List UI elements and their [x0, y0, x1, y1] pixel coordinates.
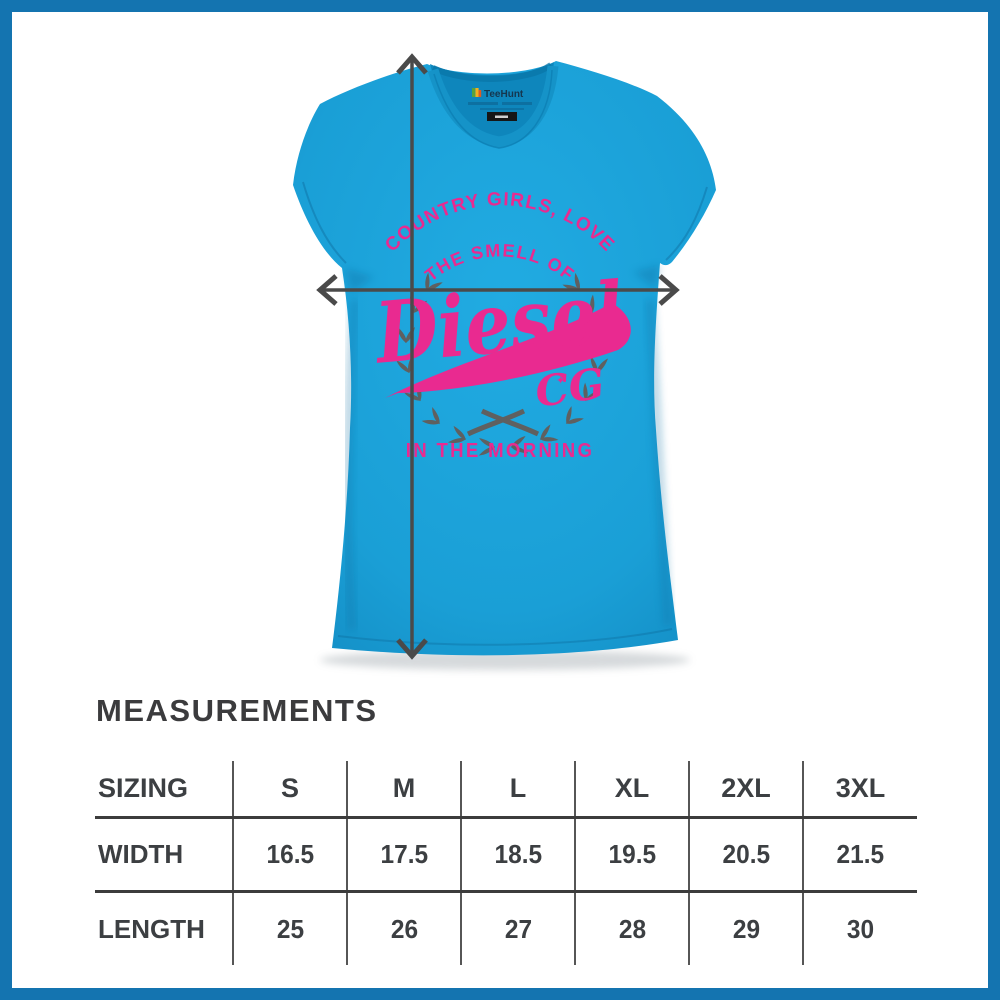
cg-monogram: CG — [532, 359, 607, 417]
sleeve-seam-right — [665, 186, 708, 261]
size-col-3xl: 3XL — [802, 761, 917, 819]
length-xl: 28 — [574, 891, 689, 965]
measurement-arrows — [316, 53, 680, 660]
brand-logo-icon-2 — [475, 88, 479, 97]
morning-text: IN THE MORNING — [406, 440, 594, 462]
width-m: 17.5 — [346, 817, 461, 893]
brand-logo-icon — [472, 88, 476, 97]
shading-right — [645, 299, 673, 626]
tshirt-product-image: TeeHunt — [293, 53, 716, 670]
width-xl: 19.5 — [574, 817, 689, 893]
morning-text-group: IN THE MORNING — [406, 440, 594, 462]
size-col-s: S — [232, 761, 347, 819]
length-3xl: 30 — [802, 891, 917, 965]
laurel-wreath-icon — [394, 270, 610, 458]
label-fine-print-bar — [468, 102, 498, 105]
brand-label: TeeHunt — [468, 88, 532, 121]
length-m: 26 — [346, 891, 461, 965]
underarm-shadow-left — [345, 268, 374, 293]
width-l: 18.5 — [460, 817, 575, 893]
label-fine-print-bar-2 — [502, 102, 532, 105]
measurements-heading: MEASUREMENTS — [96, 693, 378, 728]
tshirt: TeeHunt — [293, 61, 716, 656]
table-header-row: SIZING S M L XL 2XL 3XL — [95, 761, 917, 819]
width-row: WIDTH 16.5 17.5 18.5 19.5 20.5 21.5 — [95, 817, 917, 893]
length-row: LENGTH 25 26 27 28 29 30 — [95, 891, 917, 965]
size-col-m: M — [346, 761, 461, 819]
size-col-l: L — [460, 761, 575, 819]
collar: TeeHunt — [427, 62, 559, 149]
length-2xl: 29 — [688, 891, 803, 965]
table-corner-label: SIZING — [95, 761, 233, 819]
size-table: SIZING S M L XL 2XL 3XL WIDTH 16.5 17.5 … — [95, 761, 917, 965]
collar-front-band — [427, 65, 559, 148]
length-arrow — [396, 53, 428, 660]
width-3xl: 21.5 — [802, 817, 917, 893]
brand-logo-icon-3 — [478, 90, 482, 97]
sleeve-seam-left — [302, 181, 347, 264]
shading-left — [343, 299, 360, 631]
swoosh-underline — [385, 303, 631, 398]
size-col-2xl: 2XL — [688, 761, 803, 819]
size-tag-text-bar — [495, 115, 508, 118]
width-s: 16.5 — [232, 817, 347, 893]
collar-band-edge — [433, 69, 553, 149]
underarm-shadow-right — [633, 265, 660, 288]
width-arrow — [316, 274, 680, 306]
width-2xl: 20.5 — [688, 817, 803, 893]
length-l: 27 — [460, 891, 575, 965]
length-row-label: LENGTH — [98, 913, 205, 944]
width-row-label: WIDTH — [95, 817, 233, 893]
size-col-xl: XL — [574, 761, 689, 819]
hem-seam — [337, 628, 673, 646]
monogram-star-icon: ✦ — [556, 375, 565, 387]
label-fine-print-bar-3 — [480, 108, 524, 110]
length-s: 25 — [232, 891, 347, 965]
collar-back-band — [431, 62, 553, 82]
brand-name: TeeHunt — [484, 89, 524, 100]
